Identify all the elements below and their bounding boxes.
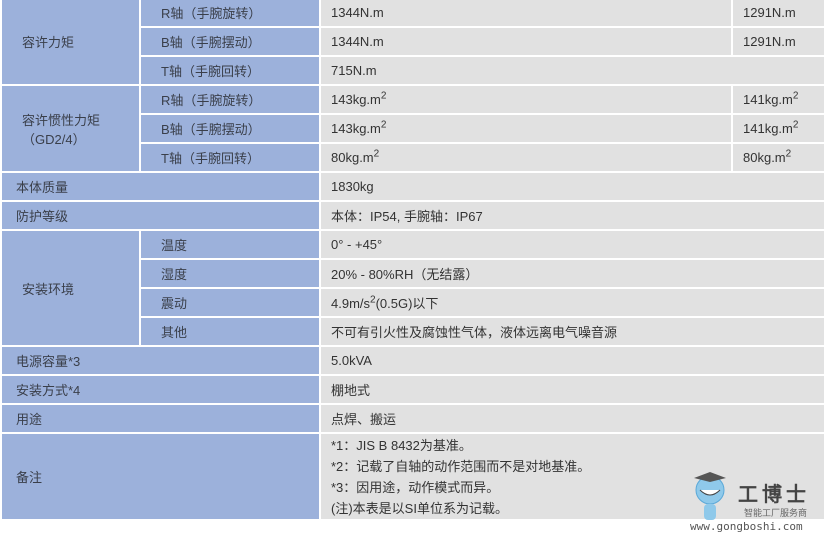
value-cell: 棚地式 (319, 374, 826, 405)
table-row: 安装环境 温度 0° - +45° (0, 229, 826, 347)
value-cell: 80kg.m2 (731, 142, 826, 173)
value-cell: 1291N.m (731, 0, 826, 28)
value-cell: 1830kg (319, 171, 826, 202)
row-header: 备注 (0, 432, 321, 521)
note-line: *3：因用途，动作模式而异。 (331, 479, 500, 495)
watermark-tagline: 智能工厂服务商 (744, 508, 808, 518)
row-header: 电源容量*3 (0, 345, 321, 376)
sub-header: T轴（手腕回转） (139, 142, 321, 173)
table-row: 湿度 20% - 80%RH（无结露） (1, 258, 826, 289)
value-cell: 0° - +45° (319, 229, 826, 260)
value-cell: 80kg.m2 (319, 142, 733, 173)
table-row: 容许惯性力矩 （GD2/4） R轴（手腕旋转） 143kg.m2 141kg.m2 (0, 84, 826, 173)
row-header: 容许力矩 (0, 0, 141, 86)
sub-header: B轴（手腕摆动） (139, 26, 321, 57)
sub-header: 湿度 (139, 258, 321, 289)
row-header: 安装方式*4 (0, 374, 321, 405)
row-header: 容许惯性力矩 （GD2/4） (0, 84, 141, 173)
value-cell: 不可有引火性及腐蚀性气体，液体远离电气噪音源 (319, 316, 826, 347)
table-row: T轴（手腕回转） 80kg.m2 80kg.m2 (1, 142, 826, 173)
label: 容许惯性力矩 (22, 112, 101, 128)
table-row: 备注 *1：JIS B 8432为基准。 *2：记载了自轴的动作范围而不是对地基… (0, 432, 826, 521)
value-cell: 143kg.m2 (319, 113, 733, 144)
row-header: 本体质量 (0, 171, 321, 202)
value-cell: 143kg.m2 (319, 84, 733, 115)
sub-header: 震动 (139, 287, 321, 318)
row-header: 防护等级 (0, 200, 321, 231)
value-cell: 本体：IP54, 手腕轴：IP67 (319, 200, 826, 231)
note-line: *2：记载了自轴的动作范围而不是对地基准。 (331, 458, 591, 474)
row-header: 安装环境 (0, 229, 141, 347)
note-line: *1：JIS B 8432为基准。 (331, 437, 472, 453)
value-cell: 点焊、搬运 (319, 403, 826, 434)
value-cell: 141kg.m2 (731, 113, 826, 144)
spec-table: 容许力矩 R轴（手腕旋转） 1344N.m 1291N.m B轴（手腕摆动） 1… (0, 0, 826, 521)
table-row: 电源容量*3 5.0kVA (0, 345, 826, 376)
table-row: B轴（手腕摆动） 1344N.m 1291N.m (1, 26, 826, 57)
value-cell: 1344N.m (319, 26, 733, 57)
table-row: 安装方式*4 棚地式 (0, 374, 826, 405)
value-cell: 4.9m/s2(0.5G)以下 (319, 287, 826, 318)
watermark-brand: 工博士 (738, 484, 810, 506)
notes-cell: *1：JIS B 8432为基准。 *2：记载了自轴的动作范围而不是对地基准。 … (319, 432, 826, 521)
table-row: T轴（手腕回转） 715N.m (1, 55, 826, 86)
table-row: 其他 不可有引火性及腐蚀性气体，液体远离电气噪音源 (1, 316, 826, 347)
watermark-url: www.gongboshi.com (690, 520, 803, 533)
value-cell: 1291N.m (731, 26, 826, 57)
table-row: 震动 4.9m/s2(0.5G)以下 (1, 287, 826, 318)
row-header: 用途 (0, 403, 321, 434)
label-sub: （GD2/4） (22, 131, 86, 147)
sub-header: B轴（手腕摆动） (139, 113, 321, 144)
value-cell: 1344N.m (319, 0, 733, 28)
sub-header: 温度 (139, 229, 321, 260)
watermark-logo: 工博士 智能工厂服务商 www.gongboshi.com (690, 468, 820, 548)
value-cell: 20% - 80%RH（无结露） (319, 258, 826, 289)
sub-header: R轴（手腕旋转） (139, 84, 321, 115)
value-cell: 5.0kVA (319, 345, 826, 376)
table-row: 本体质量 1830kg (0, 171, 826, 202)
value-cell: 715N.m (319, 55, 826, 86)
table-row: 防护等级 本体：IP54, 手腕轴：IP67 (0, 200, 826, 231)
note-line: (注)本表是以SI单位系为记载。 (331, 500, 508, 516)
sub-header: T轴（手腕回转） (139, 55, 321, 86)
value-cell: 141kg.m2 (731, 84, 826, 115)
table-row: B轴（手腕摆动） 143kg.m2 141kg.m2 (1, 113, 826, 144)
table-row: 用途 点焊、搬运 (0, 403, 826, 434)
sub-header: 其他 (139, 316, 321, 347)
mascot-icon (694, 472, 726, 520)
table-row: 容许力矩 R轴（手腕旋转） 1344N.m 1291N.m (0, 0, 826, 86)
sub-header: R轴（手腕旋转） (139, 0, 321, 28)
